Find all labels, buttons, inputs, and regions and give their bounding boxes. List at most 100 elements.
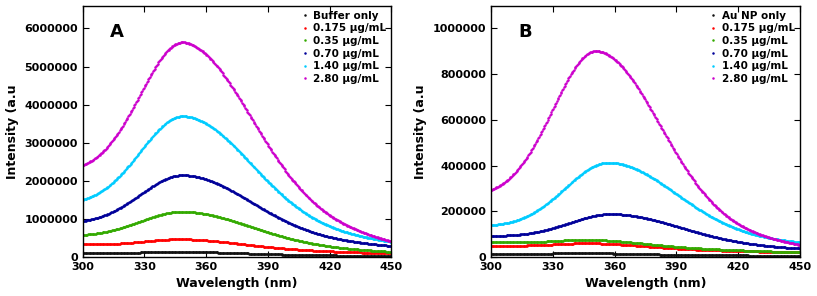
0.70 μg/mL xyxy=(712,236,721,239)
2.80 μg/mL xyxy=(587,50,596,54)
2.80 μg/mL xyxy=(301,194,311,197)
2.80 μg/mL xyxy=(523,154,533,157)
0.70 μg/mL xyxy=(523,232,533,235)
Buffer only xyxy=(303,253,313,257)
X-axis label: Wavelength (nm): Wavelength (nm) xyxy=(585,277,706,290)
0.35 μg/mL xyxy=(712,247,721,251)
0.35 μg/mL xyxy=(303,241,313,244)
1.40 μg/mL xyxy=(179,115,189,118)
Legend: Au NP only, 0.175 μg/mL, 0.35 μg/mL, 0.70 μg/mL, 1.40 μg/mL, 2.80 μg/mL: Au NP only, 0.175 μg/mL, 0.35 μg/mL, 0.7… xyxy=(707,9,797,86)
0.175 μg/mL xyxy=(303,248,313,252)
0.175 μg/mL xyxy=(386,252,396,255)
Y-axis label: Intensity (a.u: Intensity (a.u xyxy=(6,84,19,178)
2.80 μg/mL xyxy=(273,158,283,161)
0.35 μg/mL xyxy=(201,212,211,216)
0.70 μg/mL xyxy=(273,215,283,219)
0.70 μg/mL xyxy=(115,206,125,210)
0.175 μg/mL xyxy=(583,242,592,245)
2.80 μg/mL xyxy=(115,129,125,132)
0.35 μg/mL xyxy=(710,247,720,251)
0.35 μg/mL xyxy=(795,251,805,254)
0.175 μg/mL xyxy=(115,242,125,245)
1.40 μg/mL xyxy=(681,199,691,202)
0.70 μg/mL xyxy=(178,173,188,177)
Line: 0.175 μg/mL: 0.175 μg/mL xyxy=(489,242,801,254)
0.175 μg/mL xyxy=(795,251,805,254)
Line: Au NP only: Au NP only xyxy=(489,252,801,257)
Line: 2.80 μg/mL: 2.80 μg/mL xyxy=(82,41,393,243)
0.35 μg/mL xyxy=(301,241,311,244)
1.40 μg/mL xyxy=(178,114,188,118)
0.175 μg/mL xyxy=(201,239,211,242)
Au NP only xyxy=(609,252,619,255)
2.80 μg/mL xyxy=(609,57,619,61)
Buffer only xyxy=(386,254,396,258)
2.80 μg/mL xyxy=(177,41,187,44)
1.40 μg/mL xyxy=(523,214,533,217)
1.40 μg/mL xyxy=(710,217,720,221)
Line: 0.35 μg/mL: 0.35 μg/mL xyxy=(82,210,393,253)
0.175 μg/mL xyxy=(609,242,619,246)
2.80 μg/mL xyxy=(179,41,189,44)
1.40 μg/mL xyxy=(712,218,721,221)
Buffer only xyxy=(78,251,87,255)
0.70 μg/mL xyxy=(710,235,720,239)
0.35 μg/mL xyxy=(581,238,591,242)
Line: 0.70 μg/mL: 0.70 μg/mL xyxy=(489,213,801,250)
Text: B: B xyxy=(519,23,533,41)
0.70 μg/mL xyxy=(795,247,805,250)
1.40 μg/mL xyxy=(303,213,313,216)
Au NP only xyxy=(523,252,533,255)
Legend: Buffer only, 0.175 μg/mL, 0.35 μg/mL, 0.70 μg/mL, 1.40 μg/mL, 2.80 μg/mL: Buffer only, 0.175 μg/mL, 0.35 μg/mL, 0.… xyxy=(298,9,388,86)
0.35 μg/mL xyxy=(179,210,189,213)
Line: 0.70 μg/mL: 0.70 μg/mL xyxy=(82,174,393,247)
0.35 μg/mL xyxy=(386,250,396,254)
Buffer only xyxy=(301,253,311,257)
Line: 1.40 μg/mL: 1.40 μg/mL xyxy=(489,161,801,243)
0.175 μg/mL xyxy=(712,249,721,252)
2.80 μg/mL xyxy=(712,205,721,209)
Au NP only xyxy=(795,254,805,258)
0.175 μg/mL xyxy=(587,242,597,245)
0.175 μg/mL xyxy=(273,246,283,250)
0.35 μg/mL xyxy=(587,238,597,242)
Au NP only xyxy=(587,251,597,255)
0.35 μg/mL xyxy=(523,240,533,244)
Text: A: A xyxy=(110,23,124,41)
Buffer only xyxy=(201,250,211,254)
0.35 μg/mL xyxy=(177,210,187,213)
0.35 μg/mL xyxy=(609,239,619,243)
0.70 μg/mL xyxy=(303,229,313,232)
1.40 μg/mL xyxy=(587,166,596,169)
1.40 μg/mL xyxy=(386,240,396,244)
Au NP only xyxy=(579,251,589,255)
1.40 μg/mL xyxy=(609,161,619,165)
0.70 μg/mL xyxy=(609,212,619,216)
1.40 μg/mL xyxy=(795,240,805,244)
2.80 μg/mL xyxy=(681,167,691,171)
1.40 μg/mL xyxy=(273,189,283,193)
0.175 μg/mL xyxy=(78,243,87,246)
2.80 μg/mL xyxy=(78,163,87,167)
Line: Buffer only: Buffer only xyxy=(82,251,393,257)
0.35 μg/mL xyxy=(486,240,496,244)
0.70 μg/mL xyxy=(681,227,691,231)
0.70 μg/mL xyxy=(486,234,496,238)
0.175 μg/mL xyxy=(301,248,311,252)
Au NP only xyxy=(681,253,691,257)
1.40 μg/mL xyxy=(604,161,614,164)
0.70 μg/mL xyxy=(301,228,311,232)
0.35 μg/mL xyxy=(78,233,87,237)
Buffer only xyxy=(273,252,283,256)
1.40 μg/mL xyxy=(201,121,211,125)
0.175 μg/mL xyxy=(486,244,496,247)
2.80 μg/mL xyxy=(201,52,211,56)
Buffer only xyxy=(179,250,189,254)
1.40 μg/mL xyxy=(486,223,496,227)
X-axis label: Wavelength (nm): Wavelength (nm) xyxy=(176,277,297,290)
Line: 1.40 μg/mL: 1.40 μg/mL xyxy=(82,115,393,243)
Line: 0.175 μg/mL: 0.175 μg/mL xyxy=(82,238,393,255)
2.80 μg/mL xyxy=(710,204,720,207)
0.175 μg/mL xyxy=(179,237,189,241)
Line: 2.80 μg/mL: 2.80 μg/mL xyxy=(489,50,801,246)
